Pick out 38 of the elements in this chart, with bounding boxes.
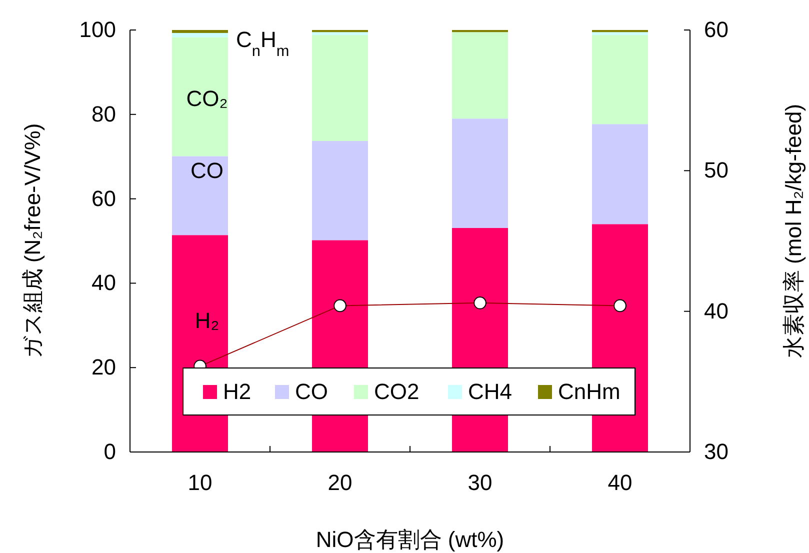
annotation: CO₂ <box>186 86 228 111</box>
bar <box>312 140 368 240</box>
legend-label: CO2 <box>374 379 420 404</box>
y-axis-title: ガス組成 (N₂free-V/V%) <box>20 123 45 359</box>
y-tick-label: 100 <box>79 17 116 42</box>
bar <box>172 156 228 236</box>
annotation: C$_{n}$H$_{m}$ <box>236 27 290 60</box>
annotation: CO <box>190 158 224 183</box>
bar <box>452 32 508 119</box>
bar <box>312 35 368 141</box>
bar <box>312 32 368 36</box>
bar <box>592 124 648 224</box>
legend-label: CnHm <box>558 379 620 404</box>
bar <box>172 32 228 38</box>
x-tick-label: 30 <box>468 470 492 495</box>
x-tick-label: 10 <box>188 470 212 495</box>
x-tick-label: 20 <box>328 470 352 495</box>
y2-tick-label: 50 <box>704 158 728 183</box>
x-axis-title: NiO含有割合 (wt%) <box>316 527 504 552</box>
y-tick-label: 80 <box>92 101 116 126</box>
legend-label: CH4 <box>468 379 512 404</box>
bar <box>172 30 228 33</box>
bar <box>592 35 648 124</box>
annotation: H₂ <box>194 308 220 333</box>
x-tick-label: 40 <box>608 470 632 495</box>
y-tick-label: 0 <box>104 439 116 464</box>
legend-label: CO <box>295 379 328 404</box>
bar <box>172 37 228 156</box>
bar <box>452 118 508 228</box>
bar <box>592 32 648 36</box>
y-tick-label: 60 <box>92 186 116 211</box>
legend-label: H2 <box>223 379 252 404</box>
y-tick-label: 40 <box>92 270 116 296</box>
y2-tick-label: 30 <box>704 439 728 464</box>
y-tick-label: 20 <box>92 354 116 380</box>
y2-tick-label: 60 <box>704 17 728 42</box>
y2-axis-title: 水素収率 (mol H₂/kg-feed) <box>781 104 806 358</box>
y2-tick-label: 40 <box>704 298 728 324</box>
